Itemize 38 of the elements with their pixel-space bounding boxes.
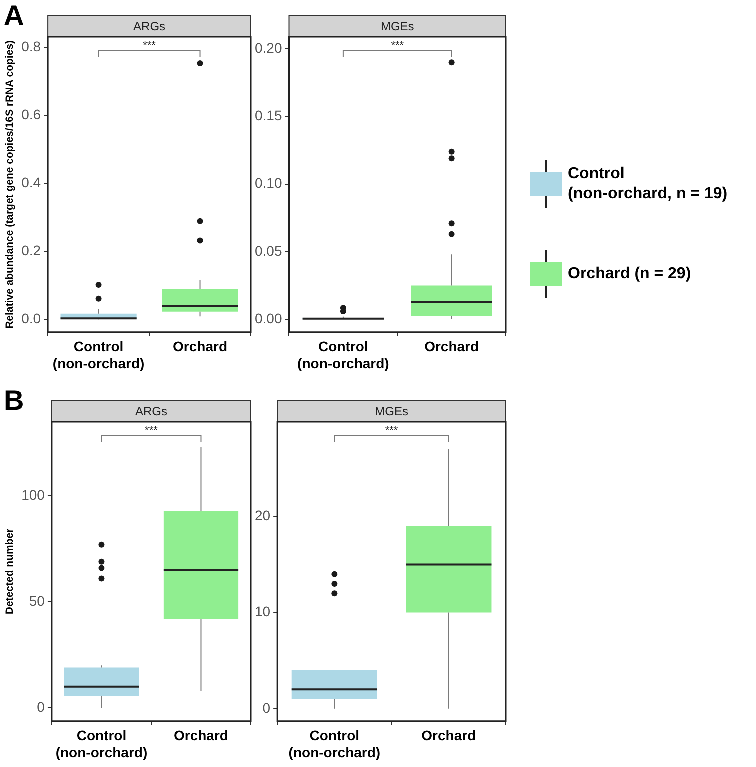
text: B: [4, 385, 24, 417]
y-tick-label: 0.20: [255, 40, 282, 56]
chart-title: MGEs: [380, 19, 414, 34]
y-tick-label: 0.2: [22, 242, 42, 258]
x-tick-label: Orchard: [422, 728, 476, 744]
x-tick-label: Orchard: [424, 338, 480, 355]
y-tick-label: 0.15: [255, 108, 282, 124]
legend-label: Orchard (n = 29): [568, 265, 692, 282]
x-tick-label: Control (non-orchard): [52, 338, 145, 372]
y-tick-label: 100: [22, 487, 46, 504]
x-tick-label: Control (non-orchard): [298, 338, 390, 372]
x-tick-label: Orchard: [173, 338, 228, 355]
y-axis-title: Relative abundance (target gene copies/16S rRNA copies): [4, 40, 16, 329]
chart-title: ARGs: [134, 19, 166, 34]
x-tick-label: Control (non-orchard): [288, 728, 381, 760]
annotation: ***: [145, 425, 159, 437]
chart-title: MGEs: [375, 404, 408, 418]
y-tick-label: 0.8: [22, 38, 42, 54]
legend-label: Control (non-orchard, n = 19): [568, 165, 728, 202]
y-tick-label: 50: [29, 592, 46, 609]
annotation: ***: [391, 40, 405, 52]
y-tick-label: 0.6: [22, 106, 42, 122]
x-tick-label: Orchard: [174, 728, 228, 744]
y-tick-label: 10: [254, 604, 271, 620]
y-tick-label: 0.4: [22, 174, 42, 190]
y-tick-label: 0.10: [255, 175, 282, 192]
y-tick-label: 0.00: [255, 310, 282, 326]
chart-title: ARGs: [135, 404, 168, 418]
y-tick-label: 0.05: [255, 242, 282, 259]
y-tick-label: 20: [254, 508, 271, 524]
annotation: ***: [385, 425, 399, 437]
y-tick-label: 0.0: [22, 310, 42, 327]
annotation: ***: [143, 40, 157, 52]
x-tick-label: Control (non-orchard): [56, 728, 148, 760]
y-tick-label: 0: [37, 698, 46, 715]
text: A: [4, 0, 24, 32]
y-tick-label: 0: [262, 700, 271, 716]
y-axis-title: Detected number: [4, 528, 16, 615]
